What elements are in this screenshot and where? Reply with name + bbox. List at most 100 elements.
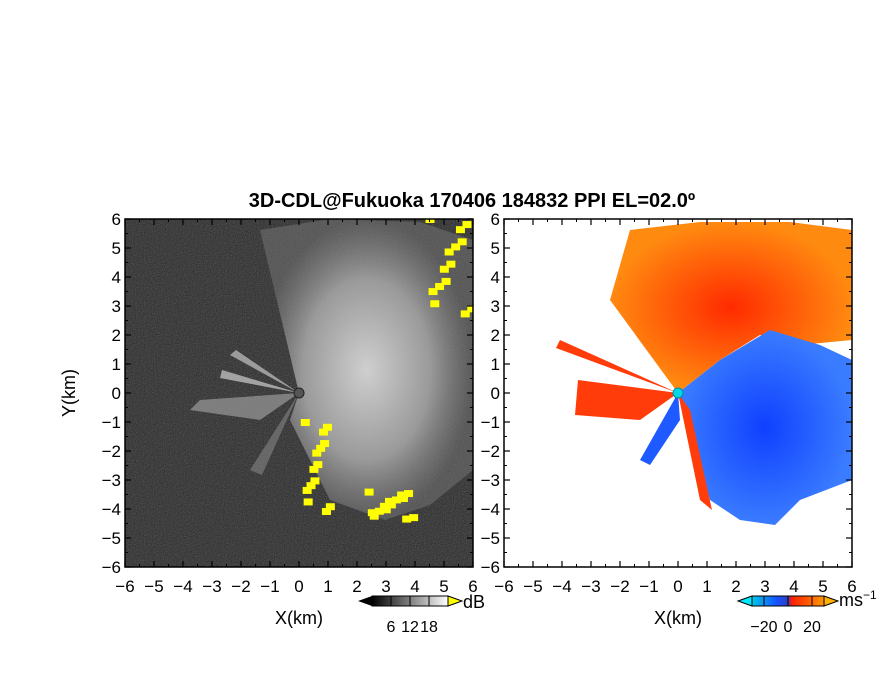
yellow-echo-cell bbox=[322, 423, 332, 431]
velocity-axes: −6 −5 −4 −3 −2 −1 0 1 2 3 4 5 6 6 5 4 3 2 1 0 −1 −2 −3 −4 −5 −6 bbox=[481, 210, 857, 596]
x-tick-label: −5 bbox=[144, 577, 163, 596]
reflectivity-y-label: Y(km) bbox=[59, 369, 79, 417]
reflectivity-x-label: X(km) bbox=[275, 608, 323, 628]
scan-fan-west bbox=[190, 393, 299, 420]
x-tick-label: −6 bbox=[115, 577, 134, 596]
yellow-echo-cell bbox=[391, 496, 401, 504]
velocity-panel: −6 −5 −4 −3 −2 −1 0 1 2 3 4 5 6 6 5 4 3 2 1 0 −1 −2 −3 −4 −5 −6 X… bbox=[481, 210, 857, 628]
scan-fan-southwest bbox=[250, 393, 299, 475]
x-tick-label: 1 bbox=[702, 577, 711, 596]
yellow-echo-cell bbox=[325, 503, 335, 511]
y-tick-label: −1 bbox=[481, 413, 500, 432]
receding-beam-nw bbox=[556, 340, 678, 393]
colorbar-over-arrow bbox=[447, 595, 464, 607]
y-tick-label: 4 bbox=[491, 268, 500, 287]
colorbar-tick-label: −20 bbox=[750, 619, 777, 636]
x-tick-label: −6 bbox=[494, 577, 513, 596]
y-tick-label: 4 bbox=[112, 268, 121, 287]
x-tick-label: 1 bbox=[323, 577, 332, 596]
x-tick-label: −1 bbox=[260, 577, 279, 596]
x-tick-label: 2 bbox=[352, 577, 361, 596]
yellow-echo-cell bbox=[309, 465, 319, 473]
y-tick-label: 3 bbox=[112, 297, 121, 316]
yellow-echo-regions bbox=[300, 219, 473, 523]
y-tick-label: −5 bbox=[481, 529, 500, 548]
yellow-echo-cell bbox=[402, 515, 412, 523]
receding-region bbox=[610, 222, 852, 393]
colorbar-tick-label: 12 bbox=[401, 619, 419, 636]
y-tick-label: 0 bbox=[491, 384, 500, 403]
y-tick-label: −6 bbox=[481, 558, 500, 577]
y-tick-label: 6 bbox=[491, 210, 500, 229]
colorbar-unit-superscript: −1 bbox=[863, 588, 877, 602]
colorbar-under-arrow bbox=[736, 595, 753, 607]
yellow-echo-cell bbox=[374, 507, 384, 515]
yellow-echo-cell bbox=[446, 260, 456, 268]
x-tick-label: −2 bbox=[610, 577, 629, 596]
velocity-colorbar: −20 0 20 ms−1 bbox=[736, 588, 877, 636]
x-tick-label: −4 bbox=[552, 577, 571, 596]
x-tick-label: −3 bbox=[202, 577, 221, 596]
reflectivity-axes: −6 −5 −4 −3 −2 −1 0 1 2 3 4 5 6 6 5 4 3 2 1 0 −1 −2 −3 −4 −5 −6 bbox=[102, 210, 478, 596]
x-tick-label: −1 bbox=[639, 577, 658, 596]
yellow-echo-cell bbox=[312, 449, 322, 457]
yellow-echo-cell bbox=[319, 428, 329, 436]
yellow-echo-cell bbox=[364, 488, 374, 496]
x-tick-label: 4 bbox=[789, 577, 798, 596]
y-tick-label: 1 bbox=[112, 355, 121, 374]
velocity-image bbox=[504, 219, 852, 567]
colorbar-unit: dB bbox=[463, 592, 485, 612]
figure-title: 3D-CDL@Fukuoka 170406 184832 PPI EL=02.0… bbox=[249, 190, 695, 212]
y-tick-label: 3 bbox=[491, 297, 500, 316]
yellow-echo-cell bbox=[379, 502, 389, 510]
x-tick-label: 5 bbox=[818, 577, 827, 596]
radar-site-marker bbox=[293, 387, 305, 399]
y-tick-label: 1 bbox=[491, 355, 500, 374]
x-tick-label: −5 bbox=[523, 577, 542, 596]
y-tick-label: 2 bbox=[491, 326, 500, 345]
colorbar-tick-label: 20 bbox=[803, 619, 821, 636]
yellow-echo-cell bbox=[435, 282, 445, 290]
yellow-echo-cell bbox=[306, 482, 316, 490]
colorbar-unit: ms−1 bbox=[839, 588, 877, 610]
y-tick-label: −4 bbox=[102, 500, 121, 519]
yellow-echo-cell bbox=[321, 508, 331, 516]
approaching-beam-sw bbox=[640, 393, 680, 465]
x-tick-label: 6 bbox=[847, 577, 856, 596]
yellow-echo-cell bbox=[428, 288, 438, 296]
yellow-echo-cell bbox=[310, 477, 320, 485]
colorbar-tick-label: 6 bbox=[387, 619, 396, 636]
yellow-echo-cell bbox=[441, 277, 451, 285]
colorbar-over-arrow bbox=[823, 595, 840, 607]
x-tick-label: −4 bbox=[173, 577, 192, 596]
radar-site-marker bbox=[672, 387, 684, 399]
reflectivity-panel: −6 −5 −4 −3 −2 −1 0 1 2 3 4 5 6 6 5 4 3 2 1 0 −1 −2 −3 −4 −5 −6 X… bbox=[59, 210, 478, 628]
x-tick-label: 3 bbox=[381, 577, 390, 596]
yellow-echo-cell bbox=[430, 300, 440, 308]
yellow-echo-cell bbox=[367, 509, 377, 517]
x-tick-label: 6 bbox=[468, 577, 477, 596]
x-tick-label: 2 bbox=[731, 577, 740, 596]
yellow-echo-cell bbox=[397, 491, 407, 499]
receding-beam-west bbox=[575, 380, 678, 420]
y-tick-label: −2 bbox=[102, 442, 121, 461]
yellow-echo-cell bbox=[320, 440, 330, 448]
colorbar-under-arrow bbox=[358, 596, 372, 606]
yellow-echo-cell bbox=[467, 305, 473, 313]
yellow-echo-cell bbox=[462, 221, 472, 229]
x-tick-label: 4 bbox=[410, 577, 419, 596]
velocity-x-label: X(km) bbox=[654, 608, 702, 628]
y-tick-label: −5 bbox=[102, 529, 121, 548]
colorbar-ticks: −20 0 20 bbox=[750, 596, 821, 636]
yellow-echo-cell bbox=[455, 226, 465, 234]
colorbar-tick-label: 18 bbox=[420, 619, 438, 636]
y-tick-label: 2 bbox=[112, 326, 121, 345]
y-tick-label: 0 bbox=[112, 384, 121, 403]
yellow-echo-cell bbox=[316, 444, 326, 452]
y-tick-label: 5 bbox=[112, 239, 121, 258]
receding-strip-south bbox=[678, 393, 712, 510]
y-tick-label: −1 bbox=[102, 413, 121, 432]
yellow-echo-cell bbox=[439, 265, 449, 273]
scan-beam-wnw bbox=[220, 370, 299, 393]
